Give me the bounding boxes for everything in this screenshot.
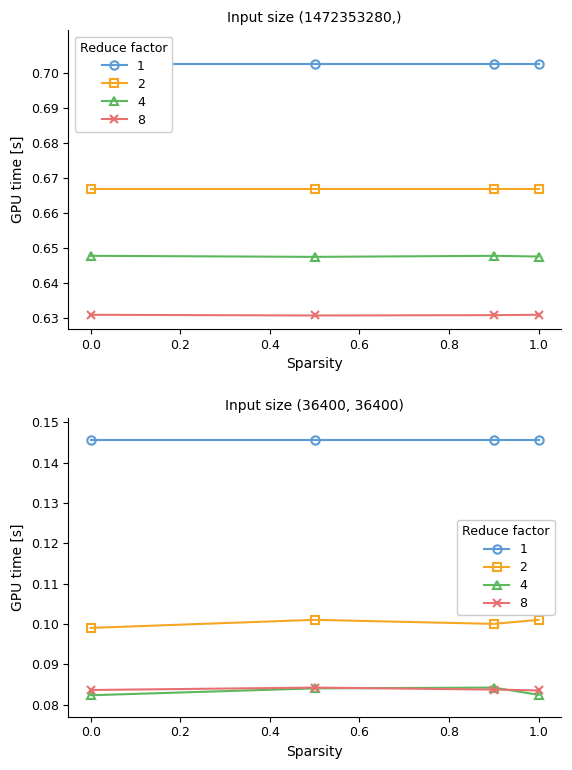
4 (311, 684, 318, 693)
Line: 1: 1 (86, 59, 543, 68)
Line: 4: 4 (86, 252, 543, 261)
4 (311, 253, 318, 262)
Line: 8: 8 (86, 310, 543, 320)
1 (88, 59, 94, 69)
Line: 1: 1 (86, 437, 543, 444)
X-axis label: Sparsity: Sparsity (286, 745, 343, 759)
2 (88, 185, 94, 194)
4 (88, 691, 94, 700)
2 (311, 185, 318, 194)
2 (88, 623, 94, 632)
1 (535, 59, 542, 69)
2 (535, 615, 542, 624)
8 (490, 685, 497, 695)
4 (88, 251, 94, 260)
2 (535, 185, 542, 194)
Title: Input size (1472353280,): Input size (1472353280,) (228, 11, 402, 25)
Title: Input size (36400, 36400): Input size (36400, 36400) (225, 399, 404, 413)
4 (535, 252, 542, 261)
8 (88, 685, 94, 695)
8 (535, 686, 542, 695)
Legend: 1, 2, 4, 8: 1, 2, 4, 8 (74, 37, 172, 132)
Line: 2: 2 (86, 185, 543, 193)
2 (490, 185, 497, 194)
8 (311, 311, 318, 320)
2 (490, 619, 497, 628)
Legend: 1, 2, 4, 8: 1, 2, 4, 8 (457, 520, 555, 615)
1 (88, 436, 94, 445)
4 (535, 690, 542, 699)
1 (311, 59, 318, 69)
1 (490, 436, 497, 445)
Y-axis label: GPU time [s]: GPU time [s] (11, 136, 25, 223)
Line: 2: 2 (86, 616, 543, 632)
2 (311, 615, 318, 624)
1 (535, 436, 542, 445)
Line: 8: 8 (86, 684, 543, 695)
1 (490, 59, 497, 69)
X-axis label: Sparsity: Sparsity (286, 357, 343, 371)
Line: 4: 4 (86, 684, 543, 699)
Y-axis label: GPU time [s]: GPU time [s] (11, 524, 25, 611)
8 (88, 310, 94, 320)
8 (535, 310, 542, 320)
8 (490, 310, 497, 320)
4 (490, 683, 497, 692)
4 (490, 251, 497, 260)
8 (311, 683, 318, 692)
1 (311, 436, 318, 445)
